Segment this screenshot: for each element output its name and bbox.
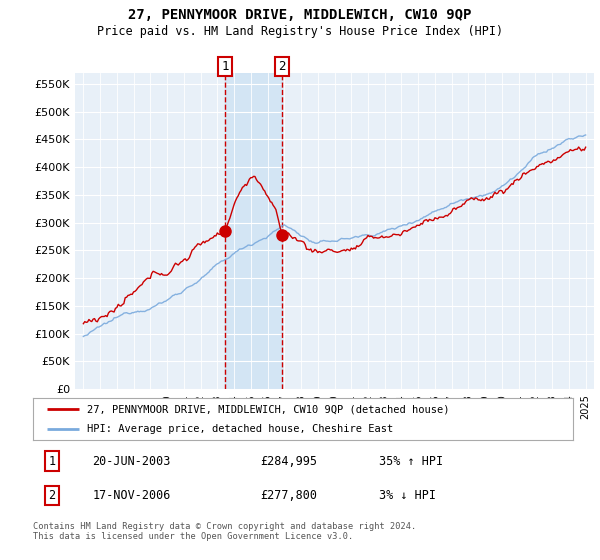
- Text: 20-JUN-2003: 20-JUN-2003: [92, 455, 171, 468]
- Text: Contains HM Land Registry data © Crown copyright and database right 2024.
This d: Contains HM Land Registry data © Crown c…: [33, 522, 416, 542]
- Text: 35% ↑ HPI: 35% ↑ HPI: [379, 455, 443, 468]
- Text: £284,995: £284,995: [260, 455, 317, 468]
- Text: 2: 2: [49, 489, 55, 502]
- Text: 27, PENNYMOOR DRIVE, MIDDLEWICH, CW10 9QP (detached house): 27, PENNYMOOR DRIVE, MIDDLEWICH, CW10 9Q…: [87, 404, 449, 414]
- Text: 17-NOV-2006: 17-NOV-2006: [92, 489, 171, 502]
- Text: 1: 1: [221, 60, 229, 73]
- Text: 27, PENNYMOOR DRIVE, MIDDLEWICH, CW10 9QP: 27, PENNYMOOR DRIVE, MIDDLEWICH, CW10 9Q…: [128, 8, 472, 22]
- Text: £277,800: £277,800: [260, 489, 317, 502]
- Text: Price paid vs. HM Land Registry's House Price Index (HPI): Price paid vs. HM Land Registry's House …: [97, 25, 503, 38]
- Text: 2: 2: [278, 60, 286, 73]
- Text: 3% ↓ HPI: 3% ↓ HPI: [379, 489, 436, 502]
- Text: 1: 1: [49, 455, 55, 468]
- Text: HPI: Average price, detached house, Cheshire East: HPI: Average price, detached house, Ches…: [87, 424, 393, 434]
- Bar: [225, 73, 282, 389]
